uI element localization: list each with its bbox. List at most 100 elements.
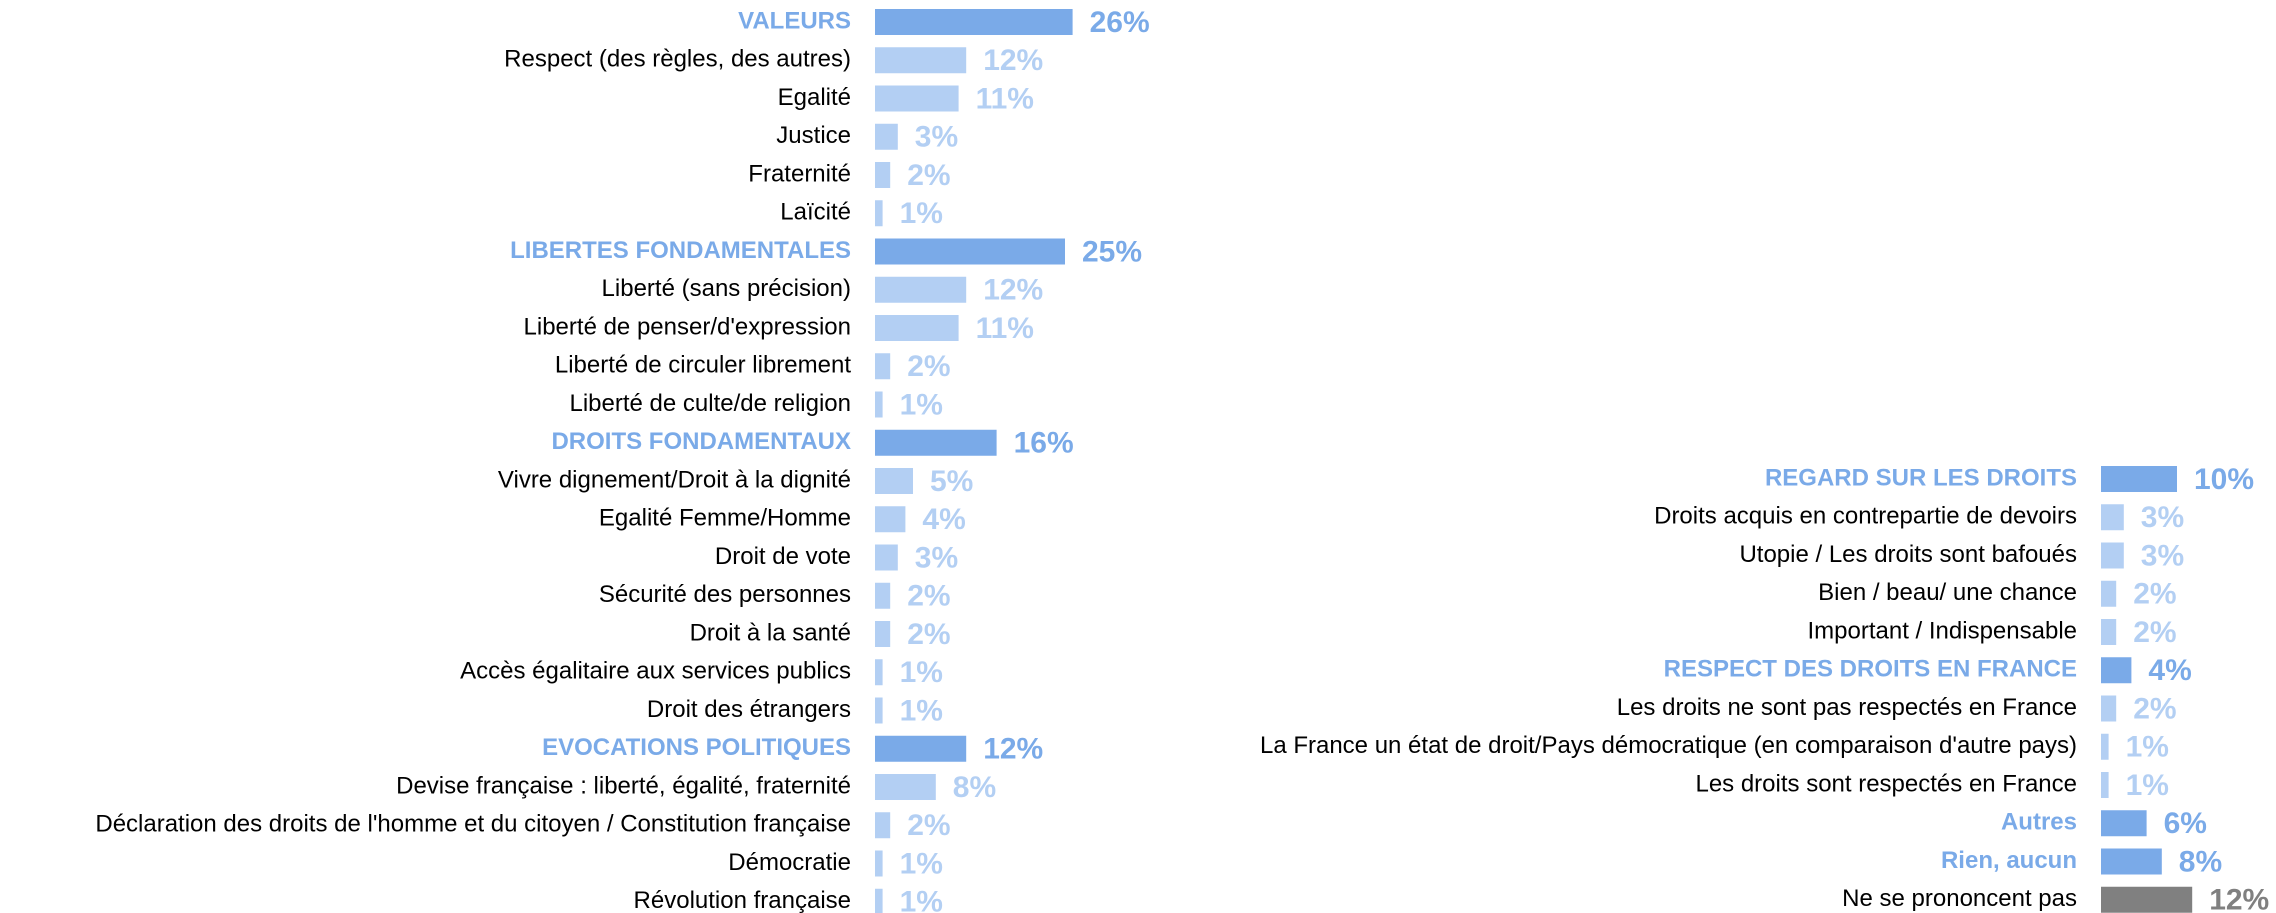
- bar: [875, 582, 891, 609]
- bar: [875, 85, 959, 112]
- value-label: 6%: [2164, 807, 2207, 840]
- value-label: 12%: [2209, 884, 2269, 913]
- value-label: 25%: [1082, 235, 1142, 268]
- category-label: RESPECT DES DROITS EN FRANCE: [1664, 656, 2077, 683]
- value-label: 26%: [1090, 6, 1150, 39]
- bar: [875, 315, 959, 341]
- value-label: 1%: [900, 886, 943, 913]
- category-label: Vivre dignement/Droit à la dignité: [498, 466, 851, 493]
- value-label: 1%: [900, 847, 943, 880]
- bar: [875, 774, 936, 800]
- value-label: 4%: [922, 503, 965, 536]
- bar: [2101, 580, 2117, 607]
- bar: [875, 659, 883, 686]
- value-label: 8%: [953, 771, 996, 804]
- bar: [875, 391, 883, 418]
- category-label: Droit à la santé: [690, 619, 851, 646]
- value-label: 1%: [900, 694, 943, 727]
- bar: [875, 812, 891, 839]
- category-label: Liberté de circuler librement: [555, 352, 851, 379]
- value-label: 12%: [983, 274, 1043, 307]
- value-label: 11%: [976, 312, 1034, 345]
- value-label: 1%: [2126, 731, 2169, 764]
- category-label: Liberté de penser/d'expression: [524, 313, 851, 340]
- category-label: Respect (des règles, des autres): [504, 46, 851, 73]
- category-label: Ne se prononcent pas: [1842, 885, 2077, 912]
- bar: [2101, 695, 2117, 722]
- category-label: Accès égalitaire aux services publics: [460, 658, 851, 685]
- category-label: Révolution française: [634, 887, 851, 913]
- category-label: Egalité: [778, 84, 851, 111]
- category-label: Liberté de culte/de religion: [569, 390, 851, 417]
- bar: [875, 544, 898, 571]
- value-label: 10%: [2194, 463, 2254, 496]
- value-label: 3%: [915, 121, 958, 154]
- value-label: 3%: [915, 541, 958, 574]
- category-label: Justice: [776, 122, 851, 149]
- value-label: 2%: [907, 350, 950, 383]
- category-label: Les droits sont respectés en France: [1695, 770, 2077, 797]
- category-label: Liberté (sans précision): [602, 275, 851, 302]
- bar: [2101, 619, 2117, 645]
- category-label: DROITS FONDAMENTAUX: [551, 428, 851, 455]
- bar: [875, 506, 906, 533]
- bar: [875, 200, 883, 227]
- value-label: 2%: [907, 809, 950, 842]
- category-label: Utopie / Les droits sont bafoués: [1739, 541, 2077, 568]
- bar: [2101, 733, 2109, 760]
- category-label: EVOCATIONS POLITIQUES: [542, 734, 851, 761]
- bar: [2101, 772, 2109, 798]
- value-label: 4%: [2148, 654, 2191, 687]
- value-label: 2%: [2133, 616, 2176, 649]
- category-label: Fraternité: [748, 160, 851, 187]
- category-label: LIBERTES FONDAMENTALES: [510, 237, 851, 264]
- value-label: 1%: [900, 656, 943, 689]
- value-label: 2%: [907, 618, 950, 651]
- value-label: 2%: [2133, 692, 2176, 725]
- value-label: 11%: [976, 82, 1034, 115]
- value-label: 1%: [900, 197, 943, 230]
- category-label: Droits acquis en contrepartie de devoirs: [1654, 503, 2077, 530]
- bar: [875, 429, 997, 456]
- bar: [875, 276, 967, 303]
- bar: [2101, 542, 2124, 569]
- category-label: La France un état de droit/Pays démocrat…: [1260, 732, 2077, 759]
- value-label: 1%: [2126, 769, 2169, 802]
- bar: [2101, 657, 2132, 684]
- value-label: 12%: [983, 733, 1043, 766]
- bar: [2101, 886, 2193, 913]
- bar: [875, 47, 967, 74]
- value-label: 8%: [2179, 845, 2222, 878]
- value-label: 1%: [900, 388, 943, 421]
- value-label: 2%: [907, 159, 950, 192]
- bar: [2101, 810, 2147, 837]
- category-label: Déclaration des droits de l'homme et du …: [95, 811, 851, 838]
- category-label: Rien, aucun: [1941, 847, 2077, 874]
- bar: [2101, 466, 2177, 492]
- category-label: Bien / beau/ une chance: [1818, 579, 2077, 606]
- bar: [875, 735, 967, 762]
- category-label: REGARD SUR LES DROITS: [1765, 464, 2077, 491]
- bar: [2101, 848, 2162, 875]
- value-label: 12%: [983, 44, 1043, 77]
- bar: [875, 468, 913, 494]
- bar: [875, 850, 883, 877]
- bar: [875, 888, 883, 913]
- bar: [875, 123, 898, 150]
- category-label: Droit de vote: [715, 543, 851, 570]
- bar: [875, 9, 1073, 35]
- category-label: Devise française : liberté, égalité, fra…: [396, 772, 851, 799]
- category-label: Important / Indispensable: [1808, 617, 2078, 644]
- category-label: Les droits ne sont pas respectés en Fran…: [1617, 694, 2077, 721]
- category-label: Droit des étrangers: [647, 696, 851, 723]
- bar: [875, 353, 891, 380]
- value-label: 3%: [2141, 539, 2184, 572]
- bar: [875, 697, 883, 724]
- bar: [875, 162, 891, 188]
- category-label: Autres: [2001, 809, 2077, 836]
- category-label: VALEURS: [738, 7, 851, 34]
- value-label: 5%: [930, 465, 973, 498]
- bar: [2101, 504, 2124, 531]
- category-label: Egalité Femme/Homme: [599, 505, 851, 532]
